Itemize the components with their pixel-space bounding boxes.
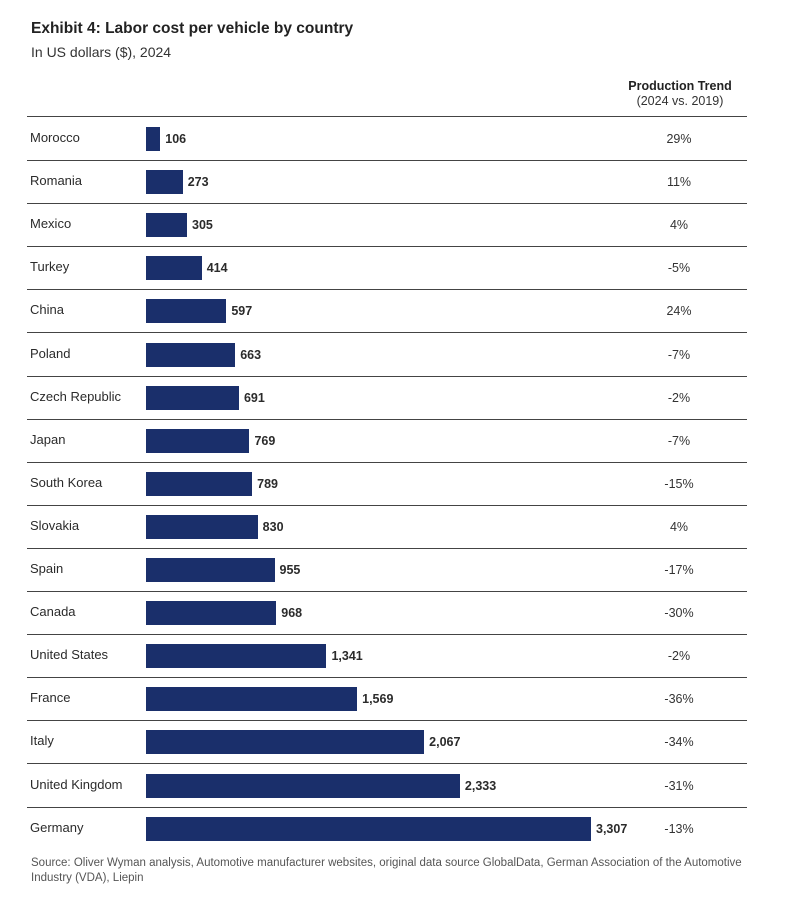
production-trend-value: 4% [669, 519, 689, 534]
bar [146, 256, 202, 281]
production-trend-value: -15% [664, 476, 694, 491]
country-label: Italy [30, 733, 54, 749]
production-trend-value: -13% [664, 821, 694, 836]
bar [146, 730, 425, 755]
trend-header-title: Production Trend [628, 79, 732, 93]
bar-value-label: 273 [187, 175, 209, 190]
production-trend-value: -7% [667, 433, 691, 448]
production-trend-value: -36% [664, 692, 694, 707]
table-row: Mexico 305 4% [27, 203, 747, 248]
bar-value-label: 2,333 [464, 778, 497, 793]
production-trend-value: -30% [664, 606, 694, 621]
bar-value-label: 305 [192, 218, 213, 233]
country-label: Germany [30, 819, 84, 835]
bar-value-label: 1,569 [362, 692, 394, 707]
table-row: Italy 2,067 -34% [27, 720, 747, 765]
table-row: Romania 273 11% [27, 160, 747, 205]
table-top-rule [27, 116, 747, 117]
bar [146, 385, 239, 410]
bar-value-label: 955 [279, 563, 301, 577]
country-label: Canada [30, 604, 76, 620]
bar-value-label: 414 [206, 261, 228, 276]
production-trend-value: 4% [669, 218, 689, 233]
table-row: Germany 3,307 -13% [27, 807, 747, 850]
bar-value-label: 597 [231, 304, 253, 319]
production-trend-value: 11% [666, 175, 692, 190]
country-label: Turkey [30, 259, 70, 275]
bar [146, 687, 358, 712]
bar [146, 170, 183, 195]
country-label: Spain [30, 561, 64, 576]
bar-value-label: 830 [262, 519, 284, 534]
bar-value-label: 691 [243, 390, 265, 405]
country-label: United States [30, 647, 109, 663]
production-trend-value: -2% [667, 390, 691, 405]
bar [146, 213, 188, 238]
bar-value-label: 769 [254, 433, 276, 448]
table-row: Turkey 414 -5% [27, 246, 747, 291]
production-trend-value: -2% [667, 649, 691, 664]
bar [146, 127, 161, 151]
bar [146, 342, 236, 367]
bar-value-label: 2,067 [429, 735, 461, 750]
chart-subtitle: In US dollars ($), 2024 [31, 44, 172, 60]
country-label: Mexico [30, 216, 72, 232]
country-label: Japan [30, 431, 66, 447]
bar-value-label: 106 [165, 132, 187, 146]
table-row: United Kingdom 2,333 -31% [27, 764, 747, 808]
bar-value-label: 789 [257, 476, 279, 491]
table-row: Japan 769 -7% [27, 419, 747, 463]
bar-value-label: 1,341 [331, 649, 363, 664]
bar [146, 558, 275, 582]
bar [146, 428, 250, 453]
table-row: United States 1,341 -2% [27, 634, 747, 679]
country-label: South Korea [30, 474, 103, 490]
table-row: France 1,569 -36% [27, 677, 747, 722]
trend-column-header: Production Trend (2024 vs. 2019) [605, 79, 755, 109]
bar [146, 471, 253, 496]
country-label: Romania [30, 173, 83, 189]
production-trend-value: -7% [667, 347, 691, 362]
production-trend-value: -31% [664, 778, 694, 793]
table-row: Canada 968 -30% [27, 591, 747, 636]
bar [146, 644, 327, 669]
country-label: United Kingdom [30, 776, 123, 792]
country-label: Morocco [30, 130, 80, 145]
country-label: France [30, 690, 71, 706]
production-trend-value: -5% [667, 261, 691, 276]
source-note: Source: Oliver Wyman analysis, Automotiv… [31, 857, 742, 884]
bar-value-label: 663 [240, 347, 262, 362]
table-row: Poland 663 -7% [27, 333, 747, 377]
bar-value-label: 968 [281, 606, 303, 621]
bar [146, 601, 277, 626]
country-label: Poland [30, 345, 71, 361]
table-row: South Korea 789 -15% [27, 462, 747, 506]
table-row: Czech Republic 691 -2% [27, 376, 747, 420]
table-row: Slovakia 830 4% [27, 505, 747, 549]
table-row: Spain 955 -17% [27, 548, 747, 592]
bar [146, 514, 258, 539]
bar [146, 299, 227, 324]
country-label: Slovakia [30, 517, 80, 533]
country-label: Czech Republic [30, 388, 122, 404]
table-row: Morocco 106 29% [27, 117, 747, 161]
chart-title: Exhibit 4: Labor cost per vehicle by cou… [31, 20, 354, 37]
country-label: China [30, 302, 64, 318]
production-trend-value: -34% [664, 735, 694, 750]
production-trend-value: 29% [666, 132, 692, 146]
trend-header-subtitle: (2024 vs. 2019) [636, 94, 724, 108]
table-row: China 597 24% [27, 289, 747, 334]
bar [146, 816, 591, 841]
bar [146, 773, 460, 798]
bar-value-label: 3,307 [596, 821, 628, 836]
production-trend-value: -17% [664, 563, 694, 577]
production-trend-value: 24% [666, 304, 692, 319]
